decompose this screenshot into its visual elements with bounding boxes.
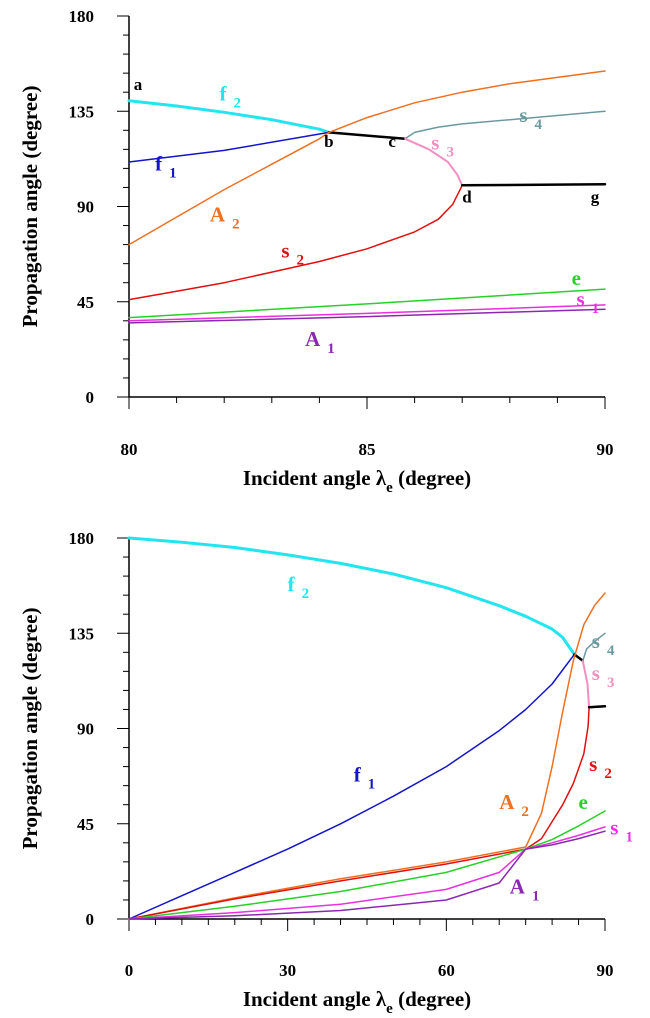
series-s2-line: [128, 706, 590, 920]
series-dg-line: [587, 705, 607, 709]
point-label-c: c: [388, 132, 396, 151]
series-f2-line: [127, 99, 331, 134]
series-f1-line: [128, 653, 576, 920]
series-A2-line: [128, 70, 606, 246]
point-label-b: b: [324, 132, 333, 151]
series-s2-line: [128, 184, 463, 301]
series-s1-line: [128, 304, 606, 322]
series-s1-line: [128, 826, 606, 920]
x-axis-title: Incident angle λe (degree): [243, 466, 471, 496]
y-tick-label: 0: [86, 388, 95, 407]
y-tick-label: 180: [69, 7, 95, 26]
series-dg-line: [460, 183, 607, 187]
point-label-g: g: [591, 187, 600, 206]
y-tick-label: 45: [77, 293, 94, 312]
series-bc-line: [573, 653, 585, 663]
x-axis-title: Incident angle λe (degree): [243, 987, 471, 1017]
series-f1-line: [128, 131, 330, 163]
series-s4-line: [582, 632, 606, 662]
series-s4-line: [404, 110, 606, 140]
x-tick-label: 80: [121, 440, 138, 459]
series-s3-line: [581, 659, 591, 709]
y-tick-label: 90: [77, 720, 94, 739]
y-tick-label: 0: [86, 910, 95, 929]
series-s3-line: [404, 137, 464, 187]
y-tick-label: 90: [77, 198, 94, 217]
y-tick-label: 135: [69, 102, 95, 121]
y-tick-label: 180: [69, 529, 95, 548]
chart-panel-1: 0 45 90 135 180 80 85 90 Incident angle λe (degr…: [18, 7, 614, 496]
series-e-line: [128, 810, 606, 920]
y-axis-title: Propagation angle (degree): [18, 608, 42, 850]
point-label-a: a: [134, 75, 143, 94]
x-tick-label: 85: [359, 440, 376, 459]
y-tick-label: 135: [69, 624, 95, 643]
chart-panel-2: 0 45 90 135 180 0 30 60 90 Incident angle λe (deg…: [18, 529, 633, 1017]
x-tick-label: 90: [597, 961, 614, 980]
curve-label-e: e: [579, 790, 588, 814]
x-tick-label: 60: [438, 961, 455, 980]
x-tick-label: 90: [597, 440, 614, 459]
x-tick-label: 30: [279, 961, 296, 980]
series-e-line: [128, 288, 606, 319]
y-tick-label: 45: [77, 815, 94, 834]
series-A1-line: [128, 830, 606, 920]
curve-label-e: e: [572, 266, 581, 290]
y-axis-title: Propagation angle (degree): [18, 86, 42, 328]
series-bc-line: [327, 131, 407, 141]
series-f2-line: [127, 536, 576, 656]
point-label-d: d: [462, 187, 472, 206]
series-A2-line: [128, 592, 606, 920]
x-tick-label: 0: [125, 961, 134, 980]
series-A1-line: [128, 308, 606, 324]
